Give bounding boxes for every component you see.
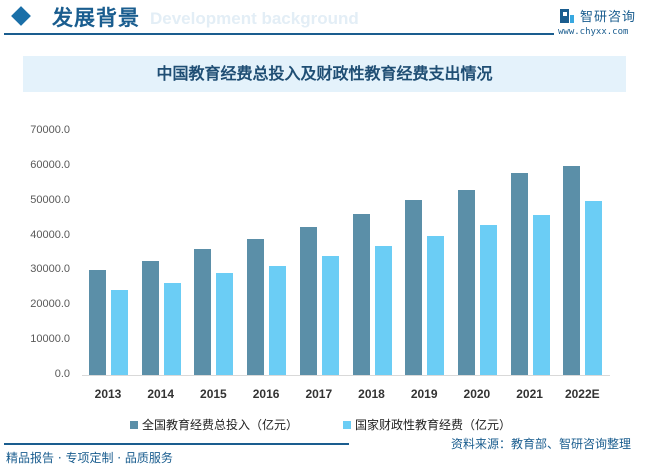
y-tick-label: 10000.0 — [30, 333, 70, 346]
bar-fiscal — [427, 235, 445, 375]
bar-total — [299, 226, 317, 375]
header-subtitle: Development background — [150, 9, 359, 28]
bar-total — [405, 200, 423, 375]
bar-total — [247, 239, 265, 375]
bar-fiscal — [479, 225, 497, 375]
bar-total — [457, 190, 475, 375]
x-axis-line — [82, 375, 610, 376]
x-tick-label: 2017 — [305, 387, 333, 401]
bar-fiscal — [374, 246, 392, 375]
bar-total — [352, 214, 370, 375]
chart-title-band: 中国教育经费总投入及财政性教育经费支出情况 — [23, 56, 626, 92]
bar-fiscal — [269, 265, 287, 375]
y-tick-label: 50000.0 — [30, 193, 70, 206]
footer-divider — [4, 443, 349, 445]
bar-fiscal — [532, 215, 550, 375]
bar-fiscal — [585, 201, 603, 375]
y-tick-label: 40000.0 — [30, 228, 70, 241]
x-tick-label: 2020 — [463, 387, 491, 401]
bar-total — [141, 260, 159, 375]
footer-tagline: 精品报告 · 专项定制 · 品质服务 — [6, 451, 173, 465]
brand-name: 智研咨询 — [580, 10, 637, 25]
legend-item-total: 全国教育经费总投入（亿元） — [130, 416, 298, 433]
y-tick-label: 0.0 — [54, 368, 70, 380]
legend-swatch-fiscal — [343, 420, 352, 429]
bar-total — [510, 173, 528, 375]
y-tick-label: 30000.0 — [30, 263, 70, 276]
bar-fiscal — [163, 282, 181, 375]
legend-label-fiscal: 国家财政性教育经费（亿元） — [355, 418, 512, 432]
page-header: Development background 发展背景 智研咨询 www.chy… — [0, 0, 653, 44]
brand-url: www.chyxx.com — [558, 27, 629, 37]
bar-fiscal — [111, 289, 128, 375]
x-tick-label: 2015 — [200, 387, 227, 401]
y-tick-label: 60000.0 — [30, 158, 70, 171]
legend-label-total: 全国教育经费总投入（亿元） — [142, 418, 299, 432]
y-tick-label: 70000.0 — [30, 124, 70, 136]
x-tick-label: 2018 — [358, 387, 385, 401]
x-tick-label: 2013 — [94, 387, 122, 401]
source-note: 资料来源：教育部、智研咨询整理 — [451, 437, 632, 451]
x-tick-label: 2014 — [147, 387, 175, 401]
x-tick-label: 2021 — [516, 387, 543, 401]
chart-legend: 全国教育经费总投入（亿元） 国家财政性教育经费（亿元） — [130, 416, 556, 433]
bar-total — [89, 270, 106, 375]
bar-total — [563, 165, 581, 375]
y-tick-label: 20000.0 — [30, 298, 70, 311]
bar-fiscal — [321, 255, 339, 375]
bar-fiscal — [216, 273, 234, 375]
legend-item-fiscal: 国家财政性教育经费（亿元） — [343, 416, 511, 433]
brand-logo: 智研咨询 — [560, 6, 636, 25]
x-tick-label: 2016 — [252, 387, 280, 401]
header-title: 发展背景 — [52, 5, 140, 30]
x-tick-label: 2022E — [564, 387, 600, 401]
x-tick-label: 2019 — [410, 387, 438, 401]
logo-icon — [560, 8, 574, 23]
header-divider — [4, 33, 554, 35]
legend-swatch-total — [130, 420, 138, 429]
bar-total — [194, 249, 212, 375]
chart-title: 中国教育经费总投入及财政性教育经费支出情况 — [156, 64, 493, 83]
